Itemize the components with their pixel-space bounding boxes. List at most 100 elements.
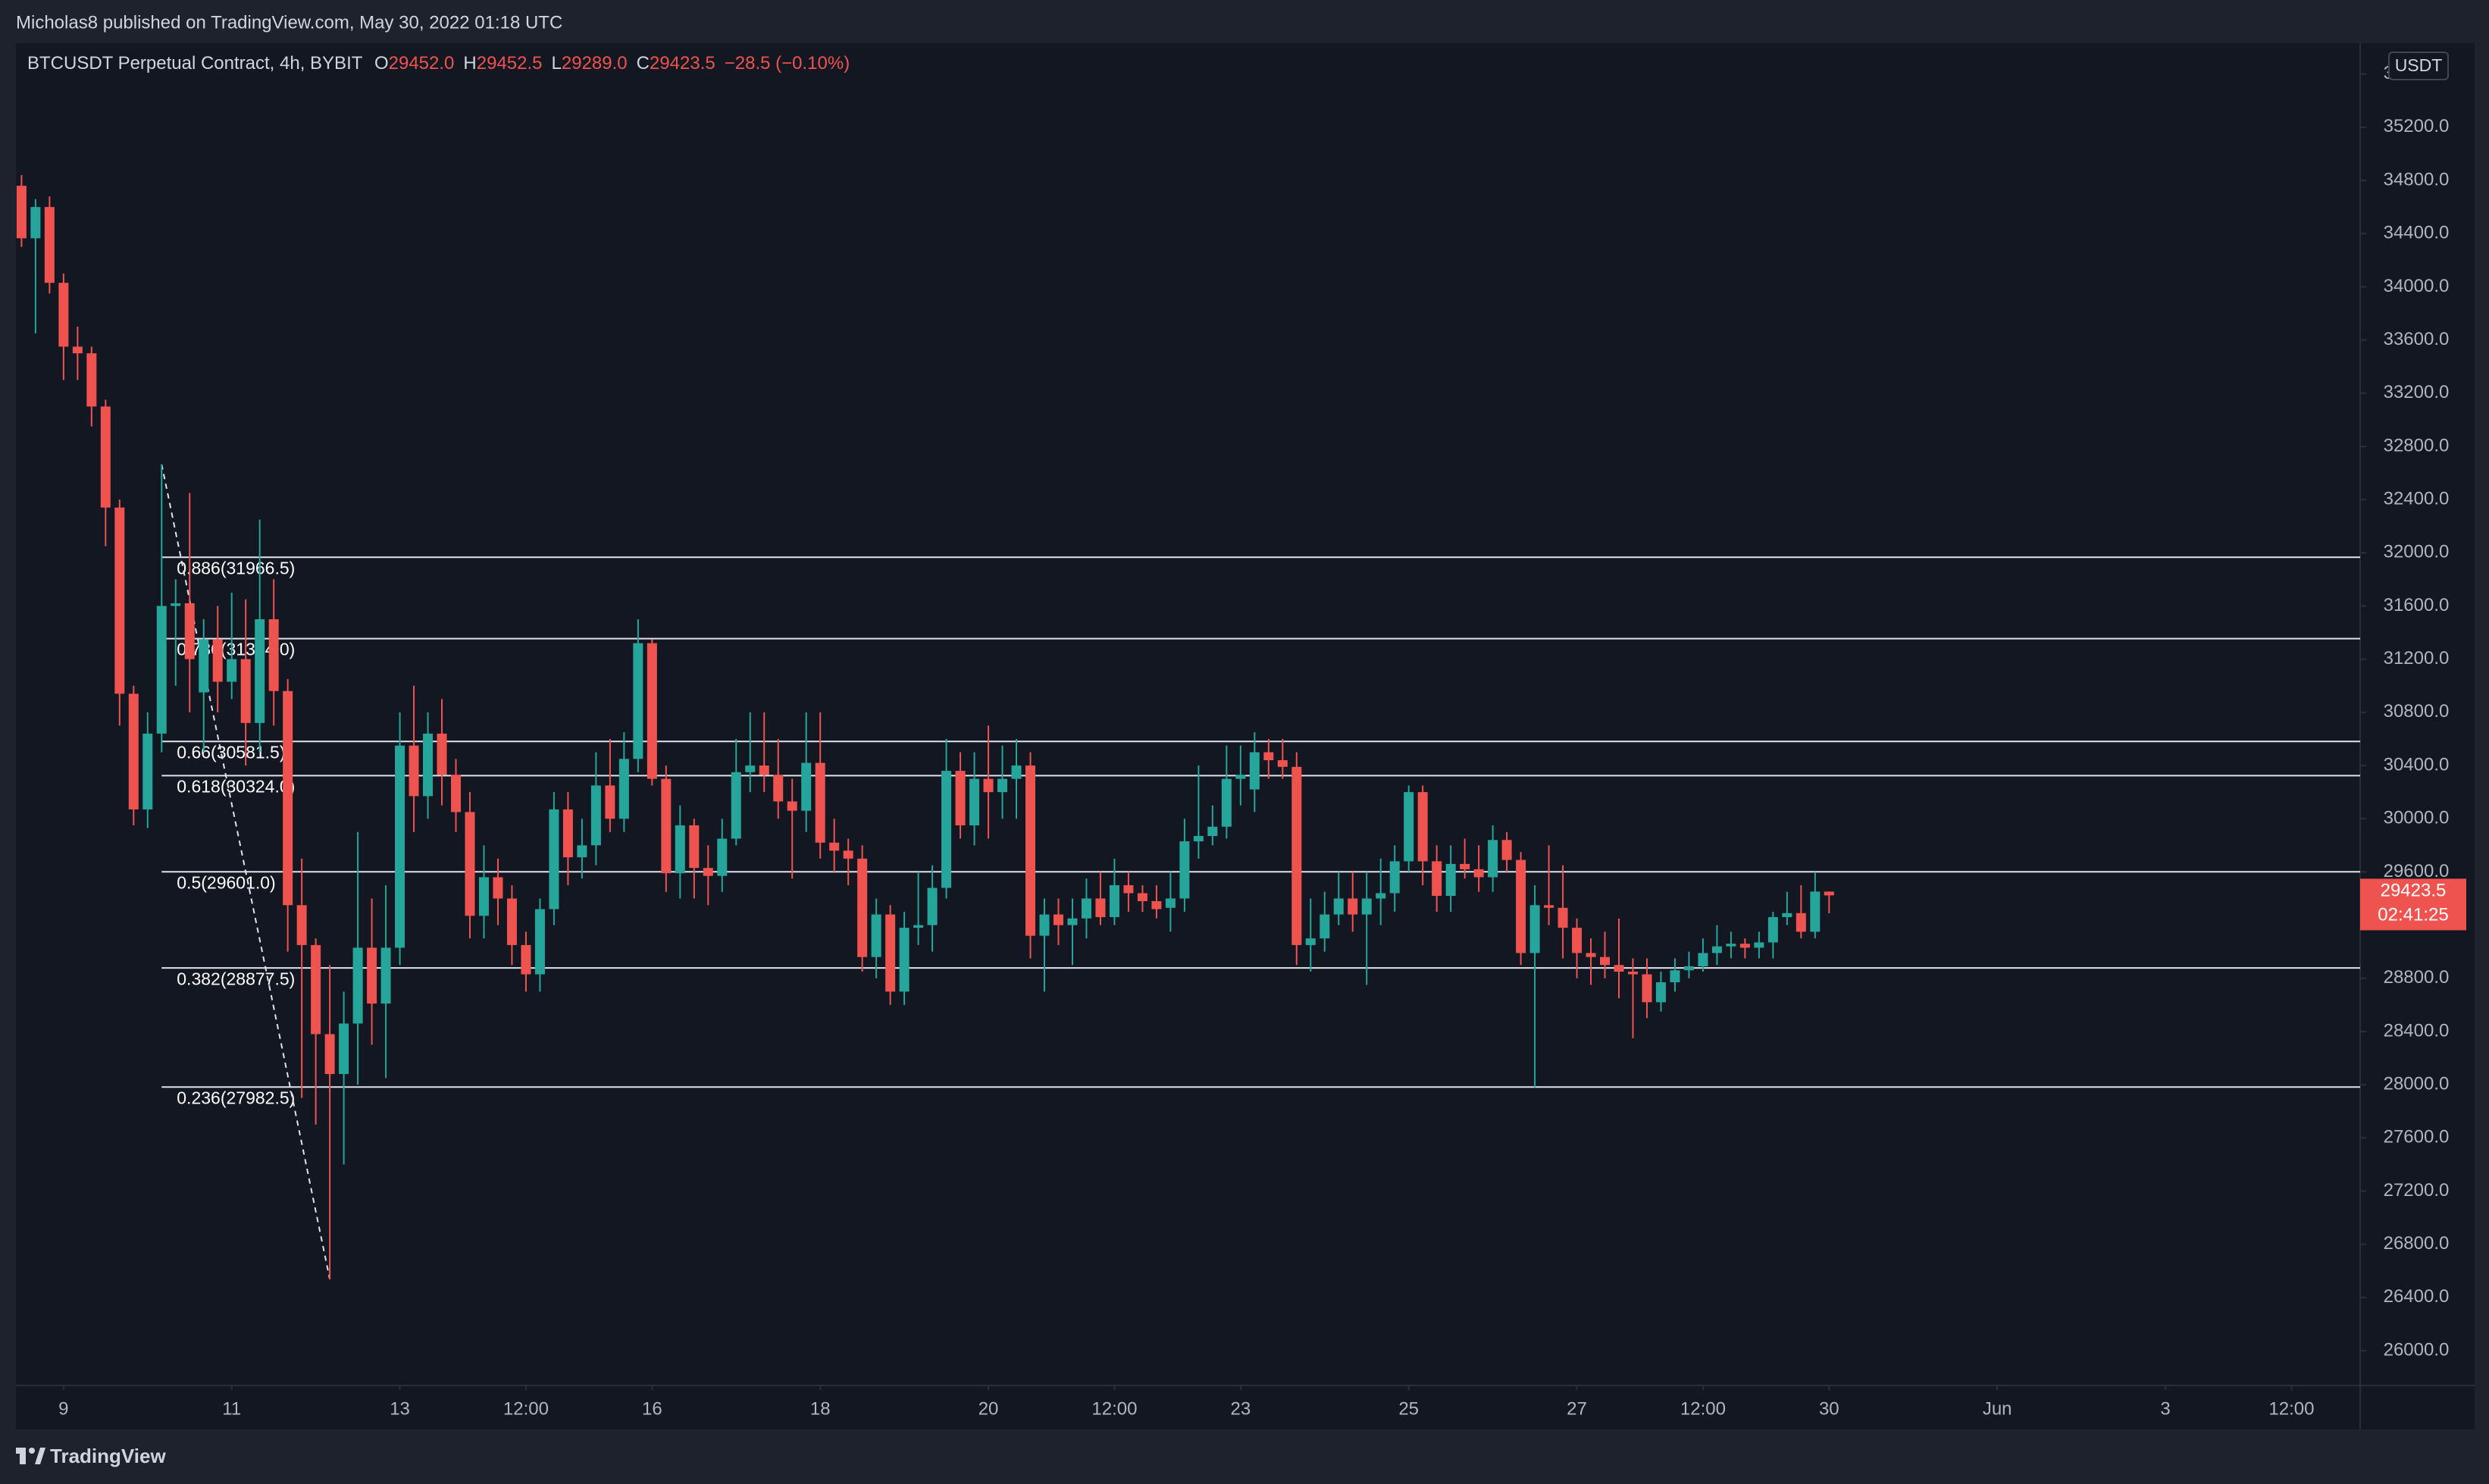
candle-body [1516,859,1526,953]
y-tick-label: 32000.0 [2384,542,2450,562]
candle-body [633,643,643,759]
y-tick-label: 34000.0 [2384,276,2450,296]
candle-body [437,733,447,775]
candle-body [1614,965,1624,972]
legend-symbol: BTCUSDT Perpetual Contract, 4h, BYBIT [27,53,363,74]
candle-body [240,659,251,723]
candle-body [367,947,377,1004]
candle-body [1796,913,1806,932]
candle-body [1081,898,1091,919]
candle-body [142,733,153,809]
brand: TradingView [16,1445,166,1467]
candle-body [1193,836,1204,842]
y-tick-label: 33200.0 [2384,382,2450,402]
x-tick-label: 9 [58,1398,68,1419]
candle-body [577,845,587,858]
candle-body [1025,765,1036,936]
candle-body [689,825,700,869]
candle-body [1417,792,1428,862]
candle-body [927,888,938,925]
chart-frame [16,43,2475,1429]
candle-body [1095,898,1106,918]
logo-part [20,1448,26,1464]
candle-body [1600,956,1611,966]
candle-body [1348,898,1358,915]
candle-body [16,186,27,239]
candle-body [829,842,840,851]
candle-body [773,775,784,802]
y-tick-label: 32400.0 [2384,488,2450,509]
candle-body [1445,863,1456,896]
candle-body [1488,840,1498,878]
x-tick-label: 27 [1567,1398,1587,1419]
candle-body [465,812,475,916]
y-tick-label: 30800.0 [2384,701,2450,722]
y-tick-label: 28400.0 [2384,1020,2450,1041]
candle-body [1151,901,1162,909]
candle-body [1810,891,1821,932]
candle-body [409,745,419,797]
x-tick-label: 12:00 [2268,1398,2314,1419]
candle-body [171,603,181,606]
candle-body [1767,917,1778,943]
x-tick-label: 16 [642,1398,662,1419]
legend-value: 29423.5 [650,53,715,74]
x-tick-label: 30 [1819,1398,1839,1419]
candle-body [1711,946,1722,953]
x-tick-label: 12:00 [1680,1398,1726,1419]
legend-change: −28.5 (−0.10%) [725,53,850,74]
candle-body [296,905,307,945]
candle-body [128,693,139,809]
candle-body [1361,898,1372,915]
candle-body [1586,953,1596,957]
y-tick-label: 27600.0 [2384,1127,2450,1147]
candle-body [1432,861,1442,896]
candle-body [1291,766,1302,945]
candle-body [717,838,728,876]
y-tick-label: 34800.0 [2384,169,2450,189]
y-tick-label: 26000.0 [2384,1339,2450,1360]
candle-body [1460,863,1470,869]
candle-body [1683,966,1694,971]
candle-body [451,775,462,812]
candle-body [1529,905,1540,953]
x-tick-label: 20 [978,1398,999,1419]
x-tick-label: 23 [1230,1398,1251,1419]
y-tick-label: 30400.0 [2384,754,2450,775]
candle-body [324,1034,335,1075]
y-tick-label: 32800.0 [2384,435,2450,456]
y-tick-label: 29600.0 [2384,861,2450,881]
candle-body [1067,918,1078,925]
candle-body [1277,760,1288,767]
candle-body [212,639,223,682]
candle-body [549,809,559,909]
candle-body [1572,928,1583,953]
candle-body [983,778,994,793]
x-tick-label: 11 [222,1398,241,1419]
candle-body [227,659,237,682]
x-tick-label: 3 [2160,1398,2170,1419]
candle-body [801,762,812,811]
symbol-legend: BTCUSDT Perpetual Contract, 4h, BYBIT O29… [27,53,850,74]
y-tick-label: 34400.0 [2384,223,2450,243]
x-tick-label: 18 [810,1398,831,1419]
candle-body [478,877,489,916]
candle-body [703,868,713,876]
candle-body [423,733,434,797]
x-tick-label: 25 [1398,1398,1419,1419]
y-tick-label: 28000.0 [2384,1073,2450,1094]
candle-body [1011,765,1022,779]
candle-body [787,801,797,811]
last-price-label: 29423.5 [2381,881,2447,901]
candle-body [997,778,1008,793]
logo-part [29,1448,35,1454]
legend-key: C [637,53,650,74]
candle-body [1782,913,1792,918]
candle-body [1670,970,1680,983]
y-tick-label: 26400.0 [2384,1286,2450,1307]
candle-body [311,944,321,1035]
candle-body [268,619,279,691]
legend-value: 29289.0 [562,53,628,74]
candle-body [506,898,517,945]
